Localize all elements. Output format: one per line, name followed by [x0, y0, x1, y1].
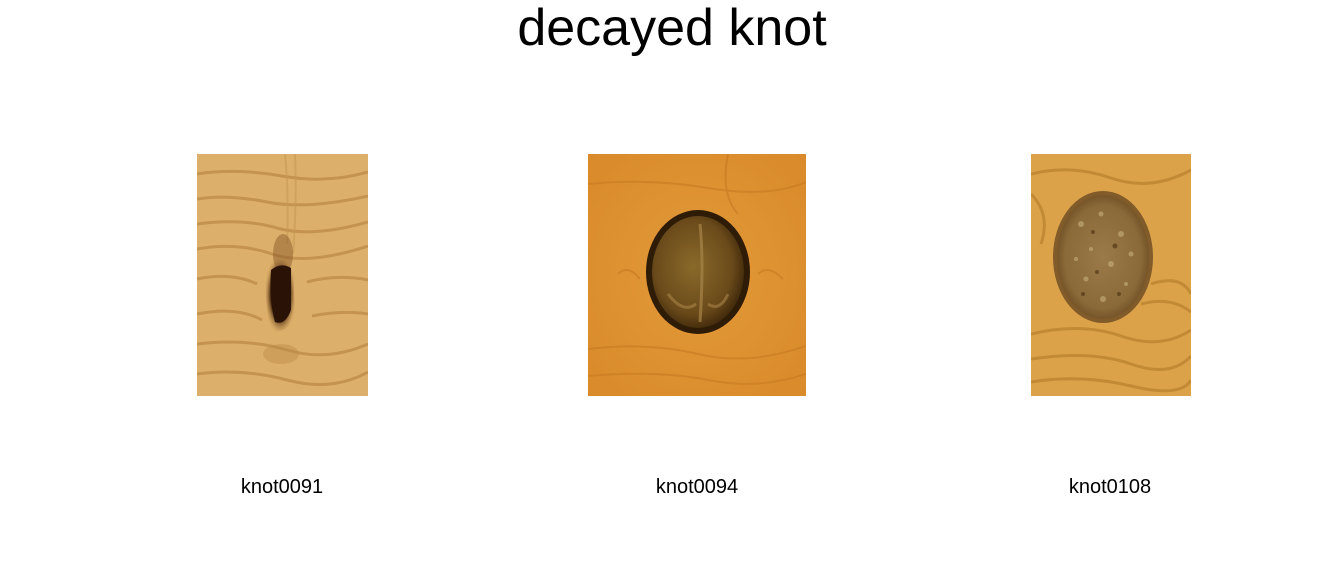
wood-texture-2 — [588, 154, 806, 396]
sample-label-3: knot0108 — [1068, 476, 1152, 498]
sample-label-1: knot0091 — [240, 476, 324, 498]
knot-image-2 — [588, 154, 806, 396]
wood-texture-1 — [197, 154, 368, 396]
sample-label-2: knot0094 — [655, 476, 739, 498]
knot-image-1 — [197, 154, 368, 396]
wood-texture-3 — [1031, 154, 1191, 396]
knot-image-3 — [1031, 154, 1191, 396]
page-title: decayed knot — [517, 0, 827, 57]
